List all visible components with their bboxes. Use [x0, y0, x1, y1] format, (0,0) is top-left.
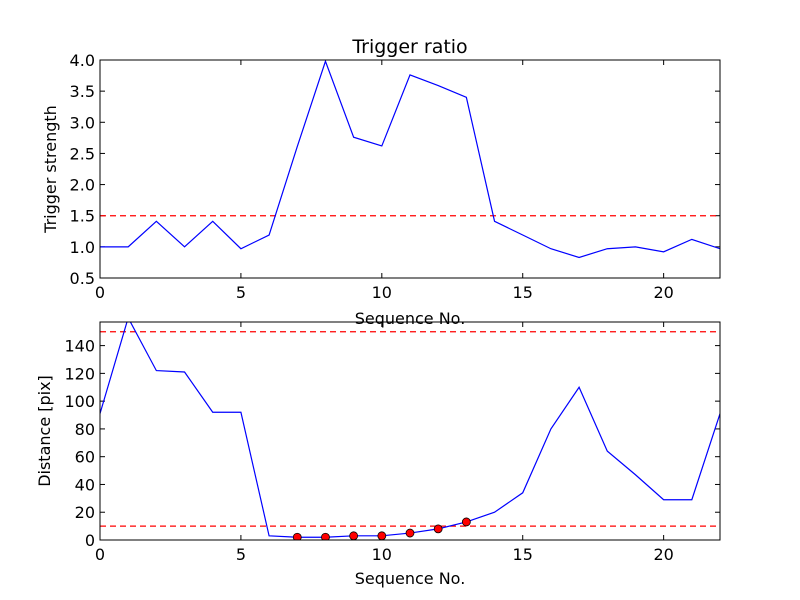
series-line — [100, 322, 720, 538]
x-tick-label: 0 — [95, 283, 105, 302]
y-axis-label: Trigger strength — [41, 105, 60, 234]
x-tick-label: 5 — [236, 283, 246, 302]
y-tick-label: 80 — [75, 420, 95, 439]
x-axis-label: Sequence No. — [355, 309, 466, 328]
y-tick-label: 0 — [85, 531, 95, 550]
ticks: 0 5 10 15 20 0.5 1.0 1.5 2.0 2.5 3.0 3.5 4.0 — [70, 51, 720, 302]
x-tick-label: 0 — [95, 545, 105, 564]
x-axis-label: Sequence No. — [355, 569, 466, 588]
plot-area — [100, 60, 720, 259]
y-tick-label: 20 — [75, 503, 95, 522]
data-point-marker — [461, 517, 471, 527]
ticks: 0 5 10 15 20 0 20 40 60 80 100 120 140 — [64, 322, 720, 564]
x-tick-label: 20 — [653, 545, 673, 564]
y-tick-label: 100 — [64, 392, 95, 411]
x-tick-label: 15 — [513, 283, 533, 302]
trigger-ratio-chart: Trigger ratio 0 5 10 15 20 0.5 1.0 1.5 2.0 2.5 3.0… — [41, 36, 721, 328]
y-tick-label: 3.0 — [70, 113, 95, 132]
x-tick-label: 20 — [653, 283, 673, 302]
axes-frame — [99, 321, 721, 541]
y-tick-label: 140 — [64, 337, 95, 356]
x-tick-label: 5 — [236, 545, 246, 564]
plot-area — [100, 322, 720, 540]
y-tick-label: 60 — [75, 448, 95, 467]
y-axis-label: Distance [pix] — [35, 375, 54, 487]
y-tick-label: 3.5 — [70, 82, 95, 101]
y-tick-label: 4.0 — [70, 51, 95, 70]
data-point-marker — [405, 528, 415, 538]
chart-title: Trigger ratio — [351, 36, 467, 58]
data-point-marker — [377, 531, 387, 540]
axes-frame — [99, 59, 721, 279]
y-tick-label: 120 — [64, 364, 95, 383]
y-tick-label: 2.5 — [70, 144, 95, 163]
data-point-marker — [292, 532, 302, 540]
series-line — [100, 60, 720, 259]
y-tick-label: 40 — [75, 475, 95, 494]
x-tick-label: 15 — [513, 545, 533, 564]
y-tick-label: 0.5 — [70, 269, 95, 288]
y-tick-label: 1.5 — [70, 207, 95, 226]
data-point-marker — [433, 524, 443, 534]
data-point-marker — [349, 531, 359, 540]
x-tick-label: 10 — [372, 545, 392, 564]
x-tick-label: 10 — [372, 283, 392, 302]
y-tick-label: 2.0 — [70, 176, 95, 195]
data-point-marker — [321, 532, 330, 540]
y-tick-label: 1.0 — [70, 238, 95, 257]
